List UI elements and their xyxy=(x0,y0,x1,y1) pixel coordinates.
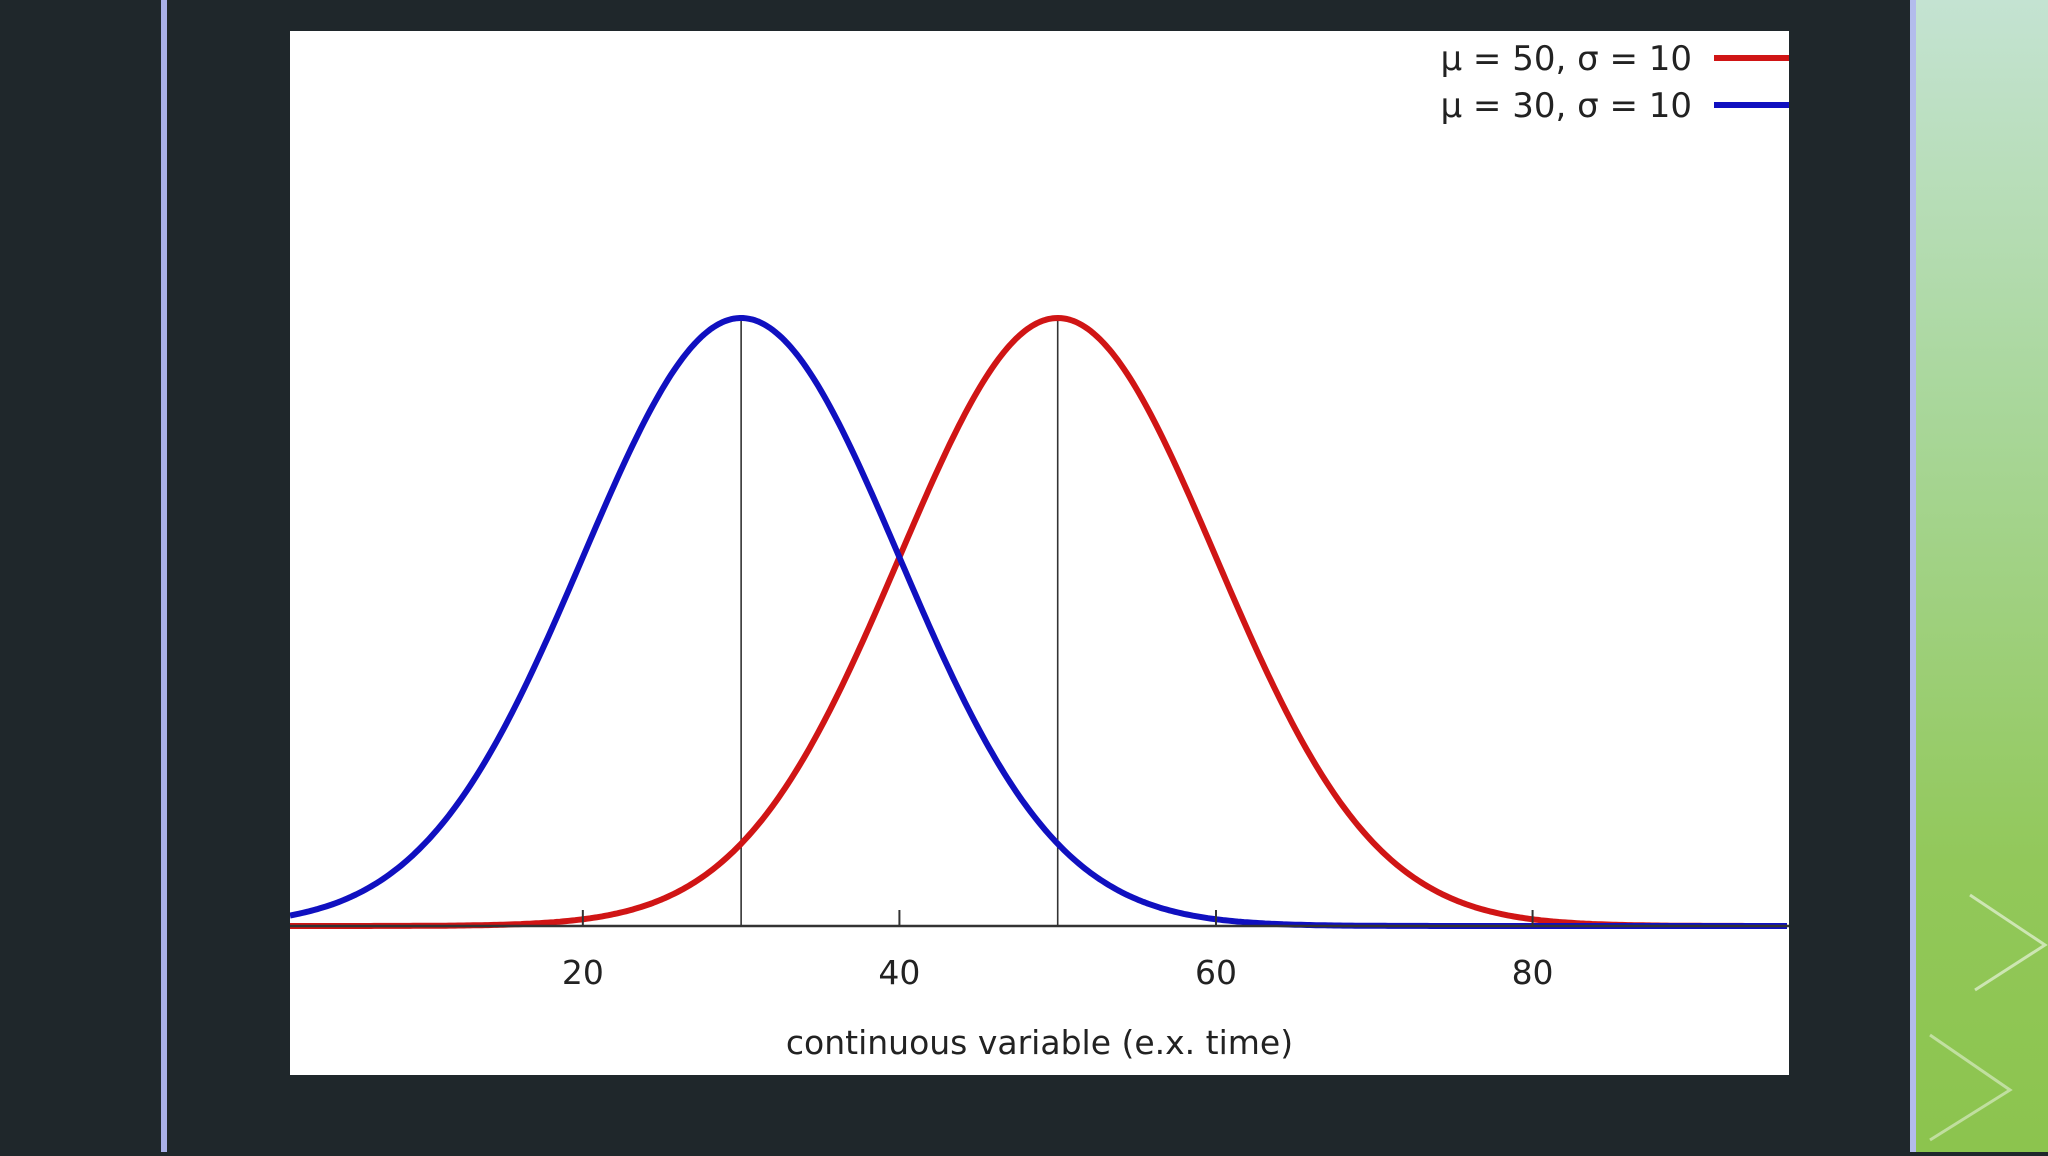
normal-distribution-chart: 20 40 60 80 continuous variable (e.x. time)… xyxy=(290,39,1789,1062)
x-tick-label: 80 xyxy=(1512,953,1554,992)
decorative-side-panel xyxy=(1910,0,2048,1152)
side-panel-edge xyxy=(1910,0,1916,1152)
x-tick-label: 60 xyxy=(1195,953,1237,992)
series-line-blue xyxy=(290,315,1787,929)
x-tick-label: 20 xyxy=(562,953,604,992)
slide-accent-line xyxy=(161,0,167,1152)
series-line-red xyxy=(290,315,1787,929)
legend-label-blue: μ = 30, σ = 10 xyxy=(1440,86,1692,126)
legend-label-red: μ = 50, σ = 10 xyxy=(1440,39,1692,79)
x-tick-label: 40 xyxy=(878,953,920,992)
chart-card: 20 40 60 80 continuous variable (e.x. time)… xyxy=(290,31,1789,1075)
chevron-decoration-icon xyxy=(1929,893,2048,1142)
x-axis-label: continuous variable (e.x. time) xyxy=(786,1023,1293,1062)
